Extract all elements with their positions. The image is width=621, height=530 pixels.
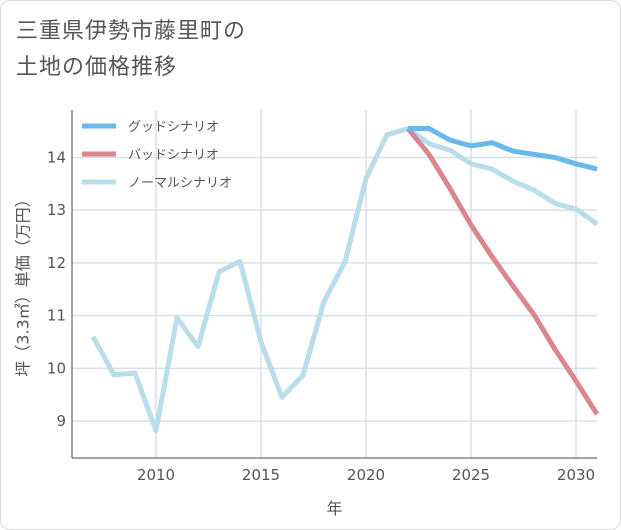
grid-lines: [72, 110, 597, 458]
y-tick-label: 11: [47, 307, 66, 325]
chart-title: 三重県伊勢市藤里町の 土地の価格推移: [16, 14, 246, 86]
x-tick-label: 2020: [347, 466, 385, 484]
series-line-0: [408, 126, 598, 172]
y-tick-label: 13: [47, 201, 66, 219]
chart-title-line-2: 土地の価格推移: [16, 55, 178, 80]
legend-label: バッドシナリオ: [128, 148, 219, 163]
legend-label: ノーマルシナリオ: [128, 176, 232, 191]
legend-label: グッドシナリオ: [128, 120, 219, 135]
chart-title-line-1: 三重県伊勢市藤里町の: [16, 19, 247, 44]
y-axis-title: 坪（3.3㎡）単価（万円）: [14, 191, 33, 376]
y-tick-label: 12: [47, 254, 66, 272]
x-tick-label: 2015: [242, 466, 280, 484]
x-tick-label: 2010: [137, 466, 175, 484]
x-tick-label: 2030: [557, 466, 595, 484]
y-tick-label: 14: [47, 148, 66, 166]
y-tick-label: 9: [56, 412, 66, 430]
y-tick-label: 10: [47, 359, 66, 377]
series-line-1: [406, 126, 600, 416]
tick-labels: 2010 2015 2020 2025 2030 9 10 11 12 13 14: [47, 148, 595, 484]
x-tick-label: 2025: [452, 466, 490, 484]
series-line-2: [90, 126, 599, 434]
axes: [71, 110, 597, 459]
series-lines: [90, 126, 600, 434]
x-axis-title: 年: [326, 499, 342, 518]
